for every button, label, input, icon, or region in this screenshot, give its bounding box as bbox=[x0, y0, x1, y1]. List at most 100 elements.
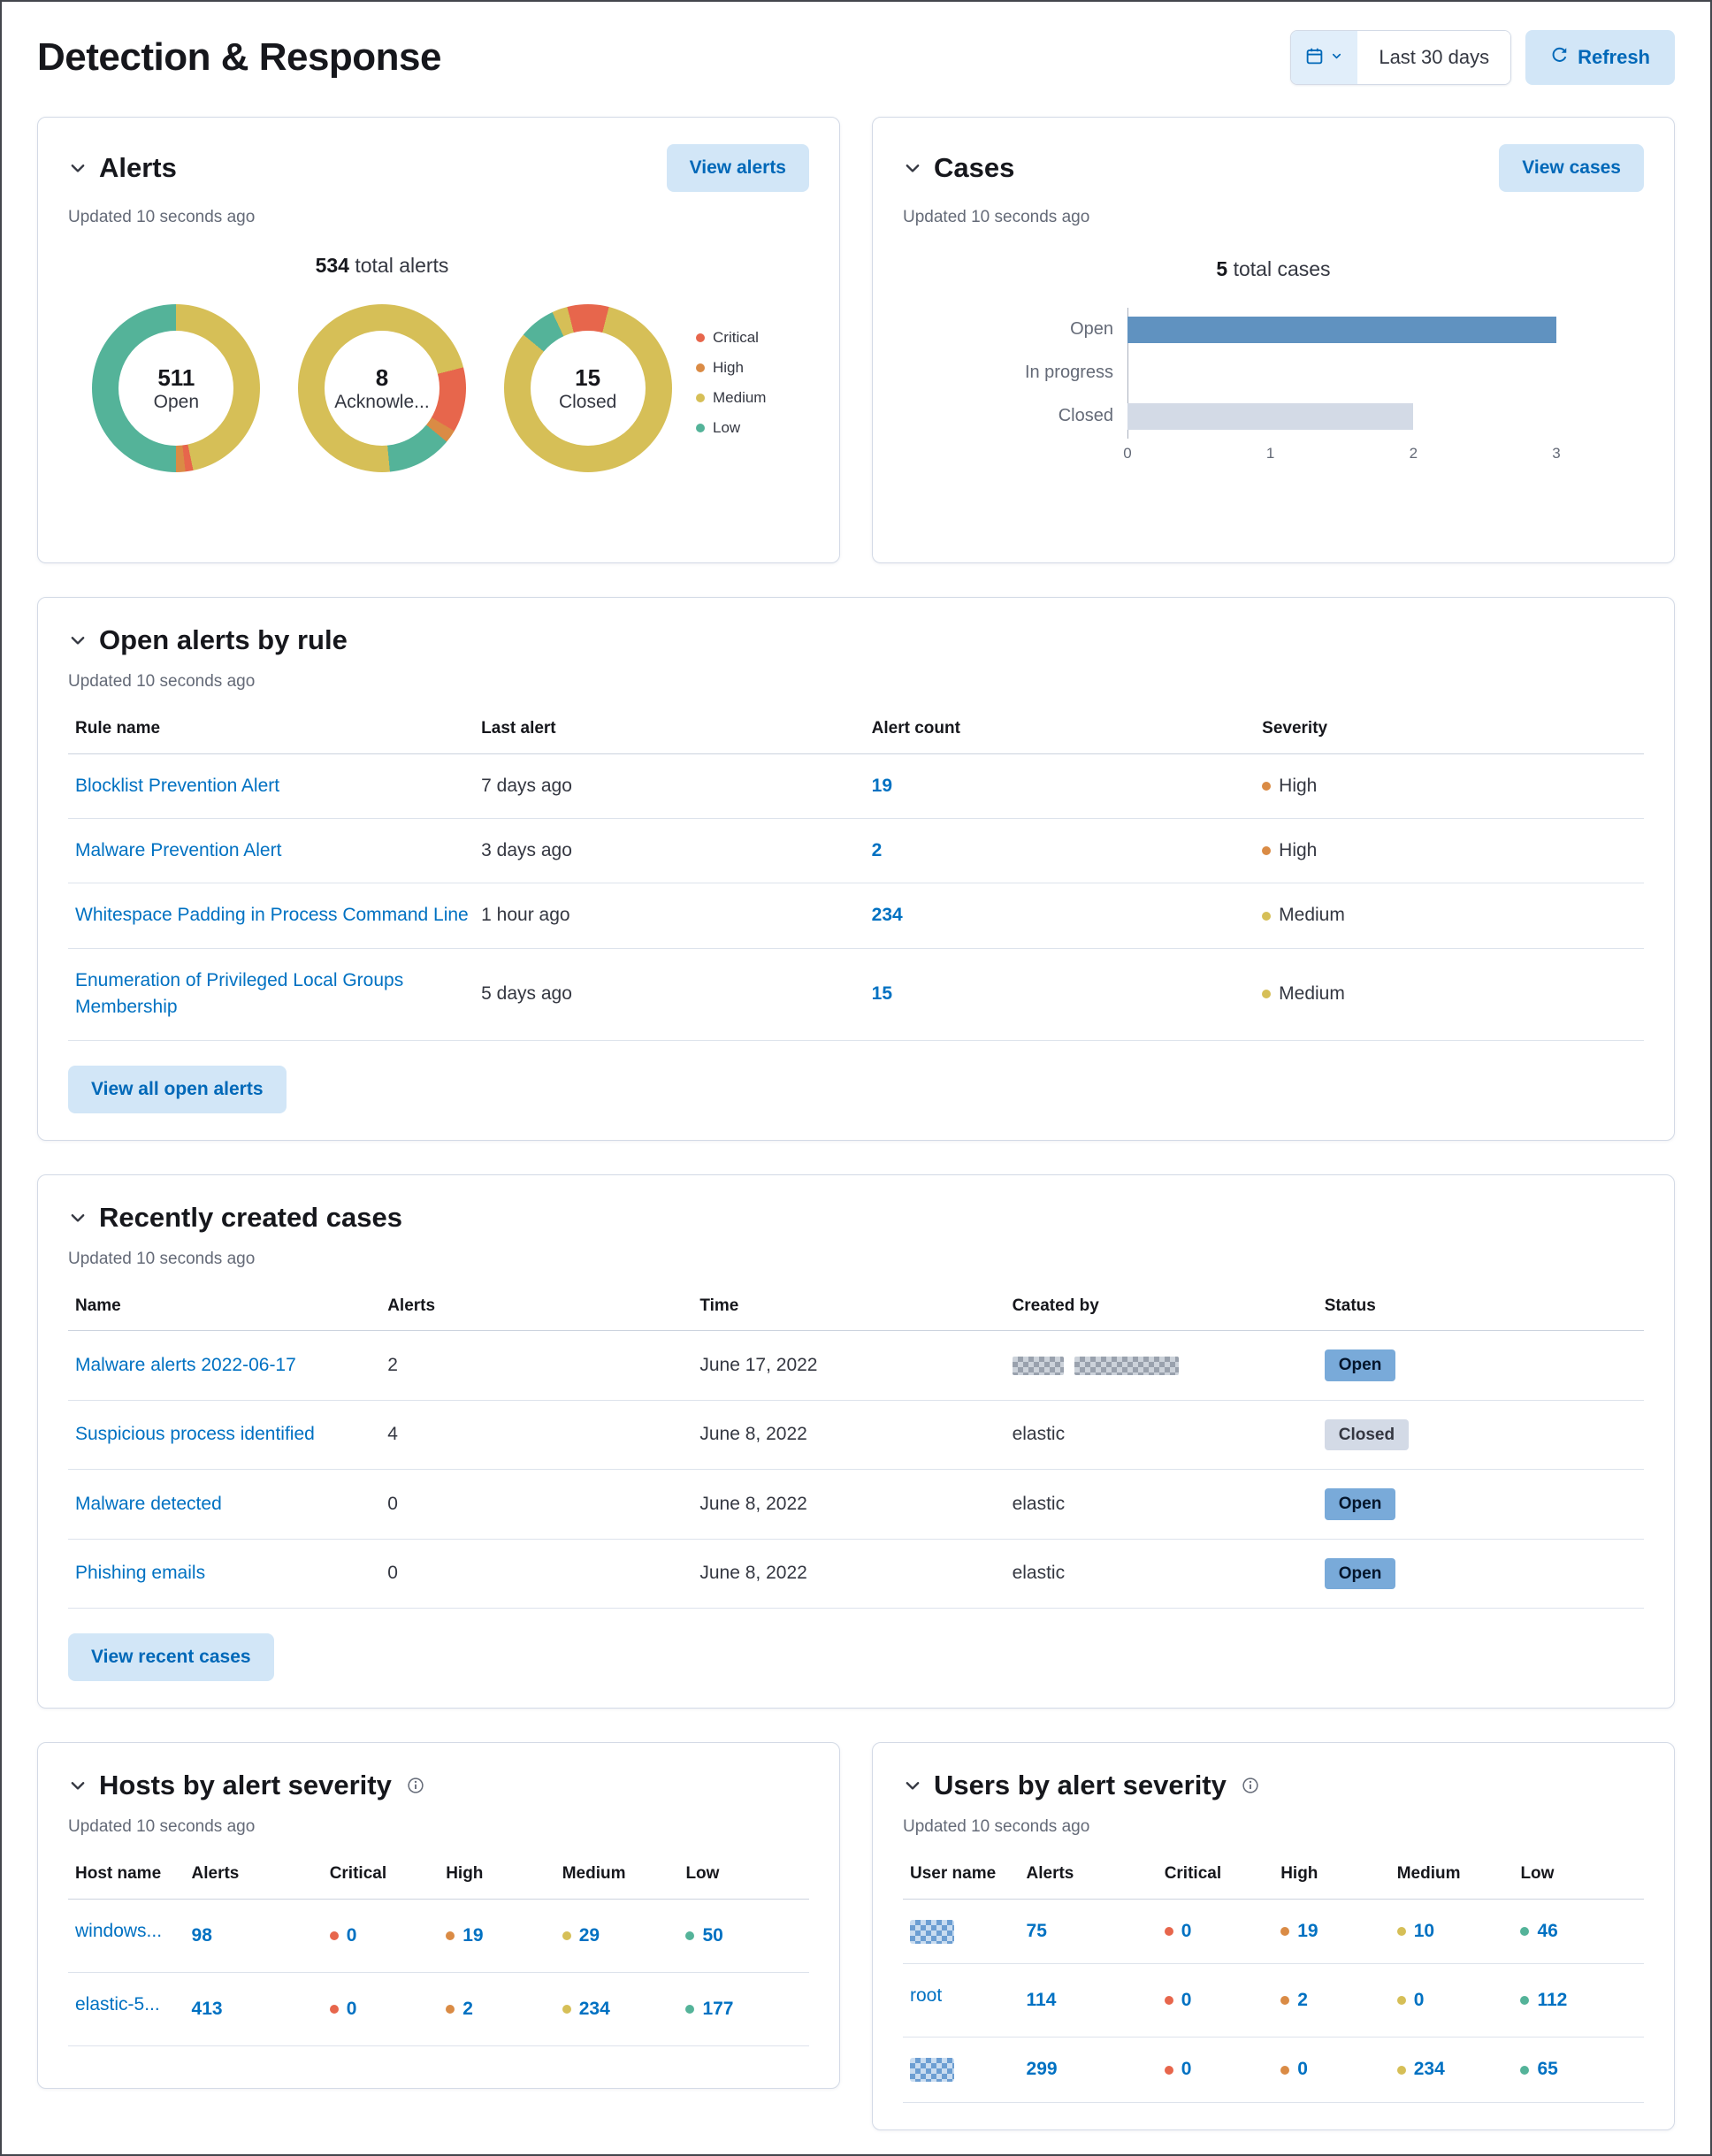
column-header: Created by bbox=[1012, 1296, 1099, 1315]
column-header: Severity bbox=[1262, 719, 1328, 738]
table-row: Whitespace Padding in Process Command Li… bbox=[68, 883, 1644, 949]
severity-count-link[interactable]: 29 bbox=[578, 1924, 600, 1946]
severity-count-link[interactable]: 0 bbox=[346, 1924, 357, 1946]
severity-count-link[interactable]: 50 bbox=[702, 1924, 723, 1946]
column-header: User name bbox=[910, 1864, 997, 1884]
chevron-down-icon[interactable] bbox=[68, 1776, 88, 1795]
severity-dot bbox=[1396, 2065, 1406, 2075]
severity-row: Hosts by alert severity Updated 10 secon… bbox=[37, 1742, 1675, 2130]
legend-item-medium[interactable]: Medium bbox=[696, 389, 809, 407]
severity-count-link[interactable]: 46 bbox=[1537, 1921, 1558, 1942]
case-name-link[interactable]: Malware detected bbox=[75, 1493, 222, 1514]
severity-count-link[interactable]: 10 bbox=[1413, 1921, 1435, 1942]
chevron-down-icon[interactable] bbox=[903, 1776, 922, 1795]
severity-dot bbox=[1164, 1927, 1173, 1937]
severity-dot bbox=[685, 1930, 695, 1940]
view-recent-cases-button[interactable]: View recent cases bbox=[68, 1633, 274, 1682]
rule-name-link[interactable]: Whitespace Padding in Process Command Li… bbox=[75, 905, 469, 926]
cases-axis-tick: 2 bbox=[1409, 445, 1418, 462]
rule-name-link[interactable]: Blocklist Prevention Alert bbox=[75, 775, 280, 796]
severity-count-link[interactable]: 65 bbox=[1537, 2059, 1558, 2080]
case-name-link[interactable]: Suspicious process identified bbox=[75, 1424, 315, 1445]
refresh-button[interactable]: Refresh bbox=[1525, 30, 1675, 85]
alert-count-link[interactable]: 2 bbox=[871, 839, 883, 860]
severity-dot bbox=[1520, 1996, 1530, 2006]
alert-count-link[interactable]: 413 bbox=[191, 1998, 223, 2019]
hosts-table: Host name Alerts Critical High Medium Low wind… bbox=[68, 1862, 809, 2046]
legend-item-critical[interactable]: Critical bbox=[696, 329, 809, 347]
case-time: June 17, 2022 bbox=[699, 1354, 818, 1375]
recent-cases-updated-text: Updated 10 seconds ago bbox=[68, 1249, 256, 1268]
cases-total: 5 total cases bbox=[990, 257, 1556, 281]
alert-count-link[interactable]: 114 bbox=[1026, 1990, 1057, 2011]
user-name-link[interactable]: root bbox=[910, 1985, 943, 2007]
user-name-link-redacted bbox=[910, 2058, 954, 2083]
chevron-down-icon[interactable] bbox=[68, 158, 88, 178]
date-range-value[interactable]: Last 30 days bbox=[1357, 31, 1511, 84]
alert-count-link[interactable]: 75 bbox=[1026, 1921, 1047, 1942]
cases-category-label: In progress bbox=[1024, 363, 1113, 382]
last-alert-cell: 1 hour ago bbox=[481, 905, 570, 926]
table-row: Enumeration of Privileged Local Groups M… bbox=[68, 949, 1644, 1041]
severity-count-link[interactable]: 0 bbox=[1413, 1990, 1425, 2011]
column-header: Low bbox=[1520, 1864, 1555, 1884]
severity-count-link[interactable]: 19 bbox=[462, 1924, 484, 1946]
column-header: Time bbox=[699, 1296, 739, 1315]
legend-item-high[interactable]: High bbox=[696, 359, 809, 377]
view-cases-button[interactable]: View cases bbox=[1499, 144, 1644, 192]
cases-bar-track bbox=[1127, 394, 1556, 439]
column-header: Last alert bbox=[481, 719, 556, 738]
cases-bar-chart: Open In progress Closed 0 1 2 3 bbox=[990, 307, 1561, 468]
severity-dot bbox=[1520, 2065, 1530, 2075]
severity-count-link[interactable]: 2 bbox=[1297, 1990, 1308, 2011]
info-icon[interactable] bbox=[1242, 1777, 1259, 1794]
view-alerts-button[interactable]: View alerts bbox=[666, 144, 809, 192]
severity-count-link[interactable]: 112 bbox=[1537, 1990, 1568, 2011]
alert-count-link[interactable]: 98 bbox=[191, 1924, 212, 1946]
severity-count-link[interactable]: 19 bbox=[1297, 1921, 1318, 1942]
alert-count-link[interactable]: 299 bbox=[1026, 2059, 1058, 2080]
severity-count-link[interactable]: 2 bbox=[462, 1998, 473, 2019]
severity-label: High bbox=[1279, 775, 1318, 796]
severity-count-link[interactable]: 0 bbox=[1181, 1990, 1192, 2011]
severity-count-link[interactable]: 177 bbox=[702, 1998, 734, 2019]
cases-x-axis: 0 1 2 3 bbox=[990, 438, 1560, 468]
legend-label: High bbox=[713, 359, 744, 376]
last-alert-cell: 3 days ago bbox=[481, 839, 572, 860]
alert-count-link[interactable]: 15 bbox=[871, 983, 893, 1005]
severity-count-link[interactable]: 234 bbox=[578, 1998, 610, 2019]
rule-name-link[interactable]: Enumeration of Privileged Local Groups M… bbox=[75, 969, 404, 1018]
rule-name-link[interactable]: Malware Prevention Alert bbox=[75, 839, 282, 860]
chevron-down-icon[interactable] bbox=[68, 631, 88, 650]
date-range-picker: Last 30 days bbox=[1290, 30, 1512, 85]
donut-label: Closed bbox=[558, 391, 617, 412]
column-header: Critical bbox=[1164, 1864, 1222, 1884]
cases-total-value: 5 bbox=[1216, 257, 1228, 280]
chevron-down-icon[interactable] bbox=[903, 158, 922, 178]
severity-count-link[interactable]: 0 bbox=[1297, 2059, 1308, 2080]
legend-item-low[interactable]: Low bbox=[696, 419, 809, 437]
severity-dot bbox=[1164, 2065, 1173, 2075]
hosts-table-header-row: Host name Alerts Critical High Medium Low bbox=[68, 1862, 809, 1900]
column-header: High bbox=[1280, 1864, 1318, 1884]
alert-count-link[interactable]: 19 bbox=[871, 775, 893, 796]
info-icon[interactable] bbox=[407, 1777, 424, 1794]
donut-label: Acknowle... bbox=[334, 391, 430, 412]
alert-count-link[interactable]: 234 bbox=[871, 905, 903, 926]
cases-axis-ticks: 0 1 2 3 bbox=[1123, 438, 1560, 464]
chevron-down-icon[interactable] bbox=[68, 1208, 88, 1227]
recent-cases-header-row: Name Alerts Time Created by Status bbox=[68, 1294, 1644, 1332]
case-name-link[interactable]: Phishing emails bbox=[75, 1563, 206, 1584]
table-row: elastic-5... 413 0 2 234 177 bbox=[68, 1973, 809, 2046]
status-badge: Open bbox=[1324, 1488, 1396, 1520]
host-name-link[interactable]: windows... bbox=[75, 1921, 163, 1942]
severity-count-link[interactable]: 0 bbox=[1181, 1921, 1192, 1942]
severity-count-link[interactable]: 234 bbox=[1413, 2059, 1445, 2080]
severity-count-link[interactable]: 0 bbox=[346, 1998, 357, 2019]
host-name-link[interactable]: elastic-5... bbox=[75, 1993, 160, 2015]
case-name-link[interactable]: Malware alerts 2022-06-17 bbox=[75, 1354, 296, 1375]
severity-count-link[interactable]: 0 bbox=[1181, 2059, 1192, 2080]
view-all-open-alerts-button[interactable]: View all open alerts bbox=[68, 1065, 287, 1113]
calendar-button[interactable] bbox=[1291, 31, 1358, 84]
column-header: Alerts bbox=[387, 1296, 436, 1315]
